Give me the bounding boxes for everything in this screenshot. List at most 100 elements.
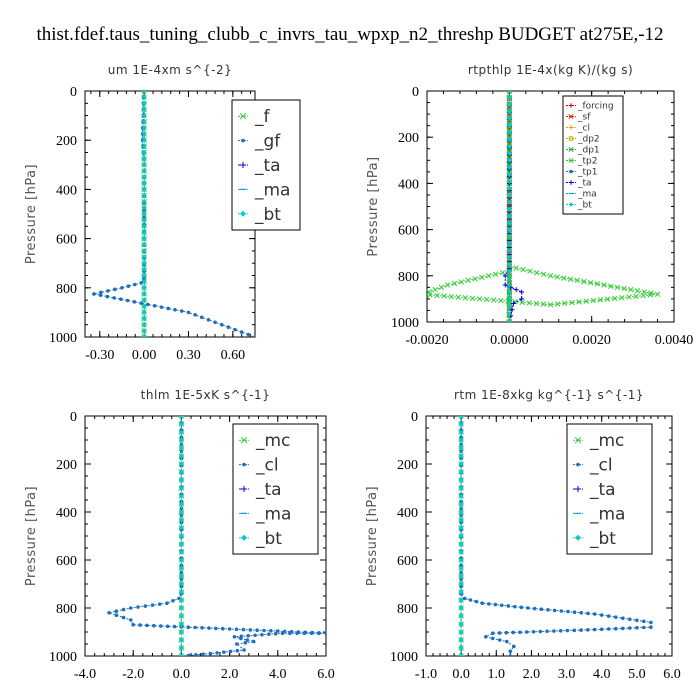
series-gf-point — [146, 302, 150, 307]
series-gf-point — [113, 287, 117, 292]
series-cl-point — [628, 626, 632, 630]
series-tp2-point — [465, 277, 471, 284]
series-gf-point — [112, 296, 116, 300]
series-bt-point — [458, 573, 464, 579]
series-mc-point — [458, 416, 464, 419]
series-gf-point — [152, 304, 157, 308]
series-tp2-point-stroke-b — [479, 274, 485, 281]
series-bt-point — [179, 501, 184, 507]
series-mc-point-stroke-b — [458, 416, 462, 419]
series-gf-point — [92, 292, 96, 296]
series-cl-point — [242, 648, 246, 652]
series-cl-point — [483, 635, 488, 639]
legend-label: _mc — [255, 431, 290, 451]
series-tp2-point-stroke-b — [472, 276, 478, 282]
series-gf-point — [159, 305, 164, 309]
series-bt-point — [506, 130, 512, 135]
chart-panel-3: thlm 1E-5xK s^{-1} Pressure [hPa] 0 200 400 6… — [24, 388, 335, 682]
series-cl-point — [136, 605, 140, 609]
series-tp2-point — [554, 301, 561, 307]
series-bt-point — [506, 157, 512, 163]
series-bt-point — [141, 131, 147, 137]
series-cl-point — [531, 629, 536, 634]
series-cl-point — [295, 631, 299, 635]
x-tick-label: 0.0 — [173, 667, 191, 682]
series-cl-point — [459, 577, 463, 582]
series-cl-point — [201, 652, 205, 656]
series-bt-point — [506, 234, 512, 239]
series-cl-point — [309, 631, 314, 635]
series-tp2-point — [597, 297, 604, 303]
series-cl-point — [245, 638, 250, 642]
series-bt-point — [506, 192, 512, 198]
series-tp2-point-stroke-b — [581, 278, 587, 285]
legend-label: _f — [254, 107, 271, 127]
y-tick-label: 800 — [397, 602, 418, 617]
series-cl-point — [150, 603, 155, 607]
series-bt-point — [179, 573, 184, 579]
panel-title: rtm 1E-8xkg kg^{-1} s^{-1} — [454, 388, 644, 402]
series-bt-point — [179, 493, 184, 499]
series-mc-point-stroke-b — [178, 416, 183, 419]
series-bt-point — [506, 296, 512, 302]
series-bt-point — [141, 291, 147, 297]
y-tick-label: 0 — [412, 85, 419, 100]
series-bt — [179, 416, 184, 656]
series-bt-point — [141, 168, 147, 174]
series-tp2-point — [561, 275, 567, 281]
series-cl-point — [316, 631, 321, 635]
series-gf-point — [253, 335, 255, 337]
series-tp2-point-stroke-b — [621, 285, 627, 292]
chart-panel-2: rtpthlp 1E-4x(kg K)/(kg s) Pressure [hPa]… — [366, 63, 693, 348]
series-cl-point — [234, 627, 239, 632]
series-cl-point — [158, 624, 163, 628]
series-bt-point — [179, 613, 184, 619]
series-tp2-point — [547, 273, 554, 279]
x-tick-label: -0.30 — [85, 348, 114, 363]
series-tp2-point-stroke-b — [534, 269, 540, 276]
y-tick-label: 400 — [397, 506, 418, 521]
series-cl-point — [157, 602, 162, 606]
legend-swatch-marker — [568, 180, 574, 185]
series-cl-point — [558, 629, 563, 633]
series-cl-point — [649, 625, 653, 629]
legend-item-ma: _ma — [238, 180, 290, 200]
x-tick-label: 0.0020 — [572, 333, 611, 348]
series-cl-point — [635, 626, 639, 630]
series-tp2-point — [526, 300, 532, 306]
series-cl-point — [114, 609, 119, 613]
series-bt-point — [458, 469, 464, 475]
series-bt-point — [141, 156, 147, 162]
series-bt-point — [179, 637, 184, 643]
series-bt-point — [141, 303, 147, 309]
series-cl-point — [107, 611, 111, 615]
series-tp2-point-stroke-b — [441, 293, 447, 299]
legend-label: _mc — [589, 431, 624, 451]
series-tp2-point — [626, 294, 632, 300]
series-bt-point — [141, 322, 147, 328]
series-cl-point — [179, 570, 184, 575]
series-bt-point — [179, 485, 184, 491]
series-tp2-point — [633, 293, 639, 300]
panels: um 1E-4xm s^{-2} Pressure [hPa] 0 200 400 600… — [24, 63, 693, 682]
series-cl-point — [497, 631, 502, 635]
series-mc-point-stroke-a — [460, 416, 464, 419]
series-cl-point — [572, 610, 577, 614]
series-tp2-point-stroke-b — [547, 301, 554, 308]
x-tick-label: 6.0 — [663, 667, 681, 682]
series-tp2-point-stroke-b — [451, 280, 458, 287]
series-cl-point — [599, 627, 604, 632]
series-bt-point — [179, 461, 184, 467]
series-cl-point — [280, 631, 285, 635]
x-tick-label: 4.0 — [269, 667, 287, 682]
series-cl-point — [586, 611, 590, 616]
series-tp2-point — [462, 294, 469, 301]
series-gf-point — [132, 282, 137, 287]
series-tp2-point — [562, 300, 568, 307]
series-cl-point — [621, 626, 625, 631]
series-cl-point — [248, 628, 253, 632]
series-bt-point — [506, 220, 512, 226]
series-tp2-point-stroke-b — [483, 296, 490, 303]
series-cl-point — [579, 628, 583, 632]
series-cl-point — [172, 624, 177, 629]
